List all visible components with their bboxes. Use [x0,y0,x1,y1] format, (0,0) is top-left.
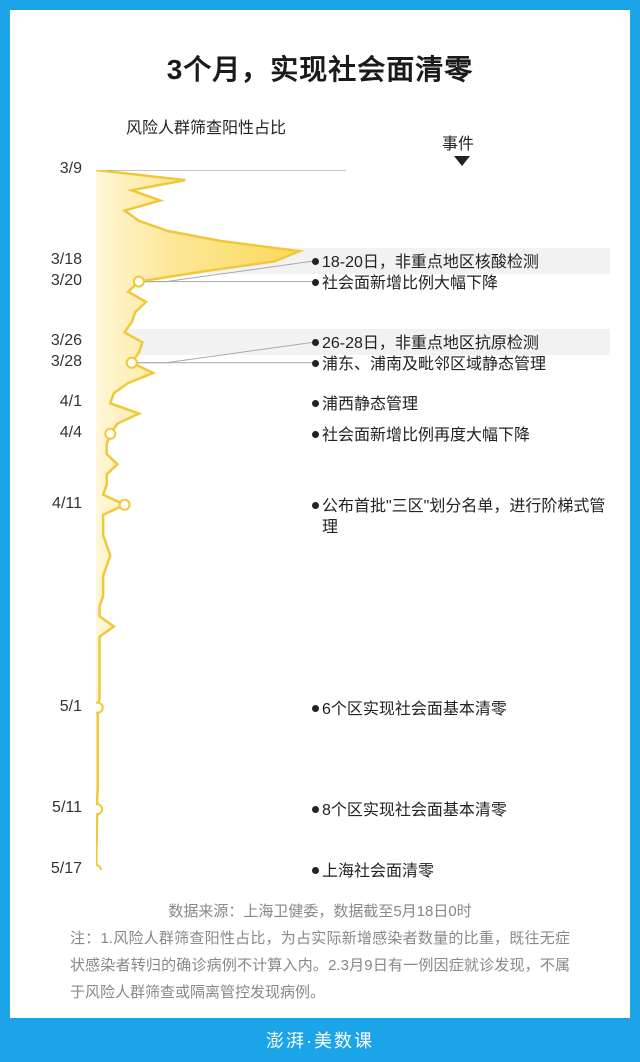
date-tick: 5/1 [24,698,82,716]
bullet-icon [312,360,319,367]
page-title: 3个月，实现社会面清零 [10,48,630,88]
series-marker [134,277,144,287]
date-tick: 3/26 [24,332,82,350]
bullet-icon [312,400,319,407]
series-marker [96,804,102,814]
area-fill [96,170,300,870]
event-text: 8个区实现社会面基本清零 [322,800,610,822]
x-axis-label: 风险人群筛查阳性占比 [126,114,286,138]
event-text: 6个区实现社会面基本清零 [322,699,610,721]
source-note: 数据来源：上海卫健委，数据截至5月18日0时注：1.风险人群筛查阳性占比，为占实… [70,898,570,1006]
event-text: 公布首批"三区"划分名单，进行阶梯式管理 [322,496,610,539]
event-text: 浦东、浦南及毗邻区域静态管理 [322,354,610,376]
bullet-icon [312,339,319,346]
date-tick: 3/9 [24,160,82,178]
series-marker [120,500,130,510]
event-text: 上海社会面清零 [322,861,610,883]
event-text: 社会面新增比例大幅下降 [322,273,610,295]
series-marker [105,429,115,439]
bullet-icon [312,502,319,509]
bullet-icon [312,806,319,813]
date-tick: 4/1 [24,393,82,411]
date-tick: 4/4 [24,424,82,442]
date-tick: 3/28 [24,353,82,371]
event-text: 18-20日，非重点地区核酸检测 [322,252,610,274]
bullet-icon [312,867,319,874]
footer-brand: 澎湃·美数课 [0,1018,640,1062]
events-header: 事件 [442,130,474,154]
bullet-icon [312,279,319,286]
event-text: 浦西静态管理 [322,395,610,417]
bullet-icon [312,705,319,712]
date-tick: 4/11 [24,495,82,513]
bullet-icon [312,431,319,438]
page-content: 3个月，实现社会面清零 风险人群筛查阳性占比 事件 020%40%60% 3/9… [10,10,630,1018]
series-marker [96,865,101,870]
event-text: 社会面新增比例再度大幅下降 [322,425,610,447]
series-marker [127,358,137,368]
date-tick: 3/20 [24,272,82,290]
bullet-icon [312,258,319,265]
date-tick: 5/17 [24,860,82,878]
date-tick: 3/18 [24,251,82,269]
chevron-down-icon [454,156,470,166]
event-text: 26-28日，非重点地区抗原检测 [322,334,610,356]
series-marker [96,703,103,713]
date-tick: 5/11 [24,799,82,817]
